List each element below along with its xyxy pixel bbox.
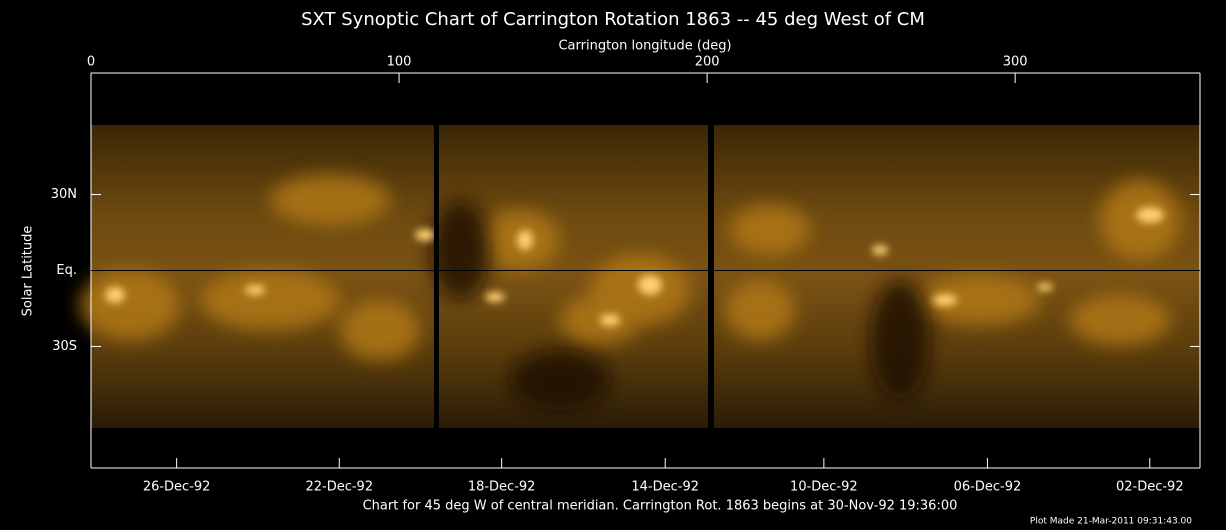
y-tick-label: 30N (51, 187, 77, 202)
x2-tick-label: 02-Dec-92 (1116, 480, 1184, 495)
caption: Chart for 45 deg W of central meridian. … (363, 499, 958, 514)
footer: Plot Made 21-Mar-2011 09:31:43.00 (1030, 517, 1192, 527)
x2-tick-label: 22-Dec-92 (305, 480, 373, 495)
y-tick-label: 30S (52, 339, 77, 354)
x-axis-label: Carrington longitude (deg) (558, 39, 731, 54)
x2-tick-label: 26-Dec-92 (143, 480, 211, 495)
x-tick-label: 0 (87, 55, 95, 70)
x-tick-label: 200 (695, 55, 720, 70)
x-tick-label: 100 (387, 55, 412, 70)
chart-title: SXT Synoptic Chart of Carrington Rotatio… (301, 9, 925, 30)
x-tick-label: 300 (1003, 55, 1028, 70)
y-axis-label: Solar Latitude (21, 226, 36, 317)
x2-tick-label: 18-Dec-92 (468, 480, 536, 495)
synoptic-image (80, 125, 1200, 428)
x2-tick-label: 06-Dec-92 (954, 480, 1022, 495)
x2-tick-label: 14-Dec-92 (631, 480, 699, 495)
x2-tick-label: 10-Dec-92 (790, 480, 858, 495)
y-tick-label: Eq. (56, 263, 77, 278)
